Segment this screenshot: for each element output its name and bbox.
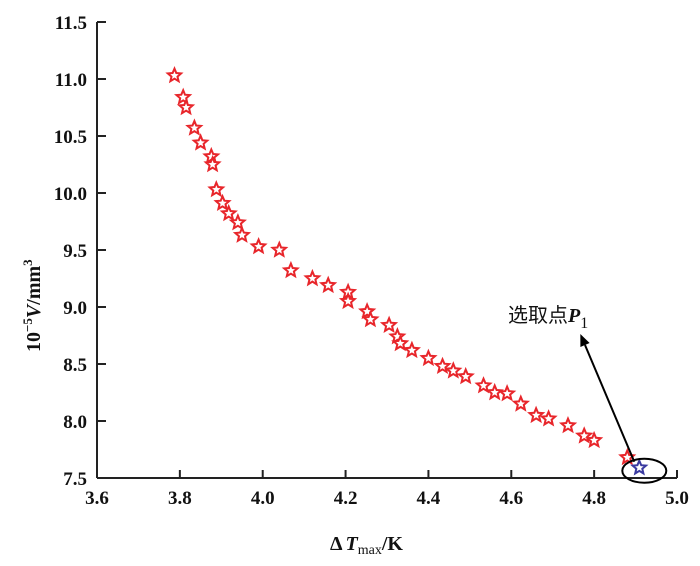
- data-point: [498, 383, 517, 402]
- x-tick-label: 3.6: [85, 488, 109, 509]
- data-point: [207, 180, 226, 198]
- x-axis-label: Δ Tmax/K: [330, 533, 403, 558]
- data-point: [219, 203, 238, 222]
- axes: [96, 21, 678, 479]
- data-point: [165, 66, 184, 84]
- x-tick-label: 5.0: [665, 488, 689, 509]
- annotation-arrow: [584, 344, 636, 463]
- data-point: [191, 133, 210, 151]
- data-point: [444, 361, 463, 379]
- data-point: [232, 225, 252, 243]
- data-point: [539, 409, 558, 427]
- data-point: [402, 340, 421, 359]
- annotation-label: 选取点P1: [508, 304, 588, 332]
- data-point: [433, 356, 452, 375]
- data-point: [213, 193, 232, 211]
- data-point: [379, 315, 399, 333]
- y-tick-label: 11.0: [55, 70, 87, 91]
- y-tick-label: 10.0: [54, 184, 87, 205]
- data-point: [361, 309, 380, 328]
- data-point: [456, 366, 475, 385]
- data-point: [228, 212, 247, 231]
- x-tick-label: 4.4: [417, 488, 441, 509]
- data-point: [176, 97, 196, 116]
- x-tick-label: 4.2: [334, 488, 358, 509]
- selected-point: [630, 458, 649, 476]
- data-point: [391, 333, 410, 352]
- data-point: [485, 382, 504, 401]
- data-point: [185, 118, 204, 136]
- data-point: [303, 268, 322, 287]
- y-tick-label: 7.5: [63, 469, 87, 490]
- data-point: [281, 260, 300, 279]
- data-point: [511, 394, 531, 412]
- y-tick-label: 9.0: [63, 298, 87, 319]
- y-tick-label: 8.0: [63, 412, 87, 433]
- annotation: 选取点P1: [508, 304, 668, 484]
- y-tick-label: 9.5: [63, 241, 87, 262]
- x-tick-label: 4.0: [251, 488, 275, 509]
- data-point: [173, 87, 193, 105]
- y-tick-label: 11.5: [55, 13, 87, 34]
- y-axis-label: 10−5V/mm3: [20, 259, 45, 352]
- y-tick-label: 10.5: [54, 127, 87, 148]
- selection-ellipse: [621, 457, 668, 484]
- data-point: [203, 154, 222, 173]
- data-point: [527, 405, 546, 424]
- data-point: [358, 302, 377, 320]
- data-point: [270, 240, 289, 258]
- x-tick-label: 4.6: [499, 488, 523, 509]
- data-point: [338, 291, 358, 310]
- x-tick-label: 3.8: [168, 488, 192, 509]
- data-point: [585, 430, 604, 449]
- y-tick-label: 8.5: [63, 355, 87, 376]
- data-point: [474, 376, 493, 394]
- data-points: [165, 66, 649, 476]
- x-tick-labels: 3.6 3.8 4.0 4.2 4.4 4.6 4.8 5.0: [85, 488, 689, 509]
- x-tick-label: 4.8: [582, 488, 606, 509]
- data-point: [419, 348, 438, 367]
- data-point: [318, 275, 338, 294]
- data-point: [558, 416, 578, 434]
- y-tick-labels: 7.5 8.0 8.5 9.0 9.5 10.0 10.5 11.0 11.5: [54, 13, 87, 490]
- data-point: [249, 237, 268, 255]
- arrow-head: [580, 333, 590, 347]
